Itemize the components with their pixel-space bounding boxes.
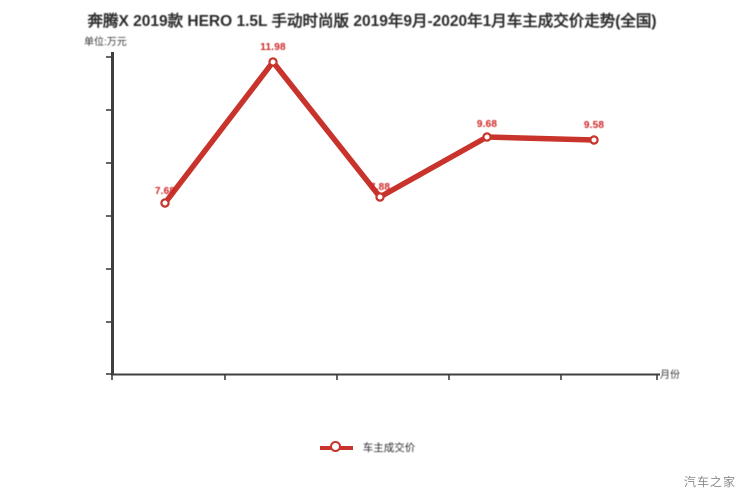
chart-title: 奔腾X 2019款 HERO 1.5L 手动时尚版 2019年9月-2020年1… [87,13,657,30]
data-point-label: 9.58 [583,120,605,131]
data-point-markers [160,57,599,208]
data-point-marker[interactable] [482,132,492,142]
data-point-label: 7.68 [154,186,176,197]
x-axis-ticks [111,374,658,380]
data-point-label: 9.68 [476,119,498,130]
data-point-marker[interactable] [160,198,170,208]
autohome-watermark: 汽车之家 [683,475,736,489]
data-point-label: 7.88 [369,182,391,193]
data-point-marker[interactable] [589,135,599,145]
x-axis-unit-label: 月份 [660,370,680,381]
data-point-marker[interactable] [268,57,278,67]
legend-item-label: 车主成交价 [362,442,416,454]
data-point-label: 11.98 [260,42,286,53]
data-point-marker[interactable] [375,192,385,202]
chart-legend: 车主成交价 [0,440,744,455]
legend-circle-icon [319,440,353,455]
y-axis-ticks [106,56,112,375]
y-axis-unit-label: 单位:万元 [84,37,127,48]
